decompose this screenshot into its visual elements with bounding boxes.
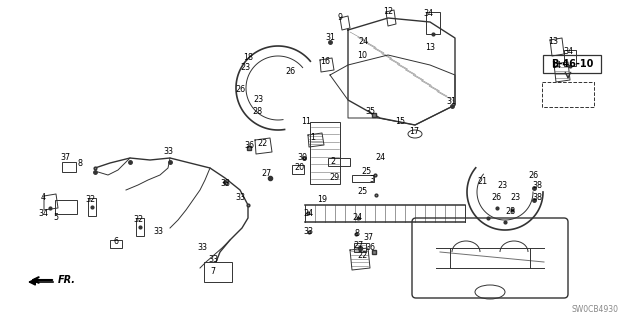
Text: 34: 34 [38,209,48,218]
Text: 5: 5 [53,213,59,222]
Text: 20: 20 [294,164,304,173]
Text: FR.: FR. [58,275,76,285]
Bar [354,243,366,252]
Text: 34: 34 [423,10,433,19]
Text: 18: 18 [243,53,253,62]
Text: 33: 33 [235,194,245,203]
Text: 8: 8 [77,159,83,167]
Text: 37: 37 [363,234,373,242]
Text: 9: 9 [337,13,342,23]
Bar [564,50,576,66]
Text: 22: 22 [257,138,267,147]
Text: 33: 33 [208,256,218,264]
Text: 26: 26 [285,68,295,77]
Text: 23: 23 [253,95,263,105]
Text: 38: 38 [532,182,542,190]
Text: 31: 31 [325,33,335,42]
Text: 8: 8 [355,229,360,239]
Text: 33: 33 [220,179,230,188]
Text: 29: 29 [330,174,340,182]
Bar [88,198,96,216]
Bar [426,12,440,34]
Bar [204,262,232,282]
Text: 13: 13 [425,43,435,53]
Text: 35: 35 [365,108,375,116]
Text: 17: 17 [409,128,419,137]
Text: 25: 25 [357,188,367,197]
Text: 26: 26 [491,194,501,203]
Bar [62,162,76,172]
Text: 24: 24 [303,209,313,218]
Bar [55,200,77,214]
Bar [310,122,340,184]
Text: 37: 37 [60,153,70,162]
Text: 23: 23 [510,194,520,203]
Text: 28: 28 [505,207,515,217]
Text: 36: 36 [365,243,375,253]
Bar [542,82,594,107]
Text: B-46-10: B-46-10 [551,59,593,69]
Text: 33: 33 [197,243,207,253]
Text: 24: 24 [375,152,385,161]
Text: 2: 2 [330,158,335,167]
Bar [543,55,601,73]
Text: 23: 23 [240,63,250,72]
Text: 3: 3 [369,175,374,184]
Text: 28: 28 [252,108,262,116]
Text: 19: 19 [317,196,327,204]
Text: 27: 27 [262,168,272,177]
Bar [328,158,350,166]
Text: 4: 4 [40,194,45,203]
Text: 32: 32 [133,216,143,225]
Text: 1: 1 [310,133,316,143]
Text: 22: 22 [357,250,367,259]
Text: 33: 33 [153,227,163,236]
Bar [136,218,144,236]
Bar [292,165,304,174]
Text: 25: 25 [361,167,371,176]
Text: 38: 38 [532,194,542,203]
Text: 30: 30 [297,152,307,161]
Text: 24: 24 [352,213,362,222]
Text: 21: 21 [477,177,487,187]
Text: 13: 13 [548,38,558,47]
Text: 6: 6 [113,238,118,247]
Text: 24: 24 [358,38,368,47]
Text: 32: 32 [85,196,95,204]
Text: 11: 11 [301,117,311,127]
Text: 26: 26 [235,85,245,94]
Text: 7: 7 [211,268,216,277]
Text: 33: 33 [303,227,313,236]
Text: 33: 33 [163,147,173,157]
Text: 10: 10 [357,50,367,60]
Text: 27: 27 [353,241,363,250]
Text: 23: 23 [497,181,507,189]
Bar [352,175,374,182]
Text: 36: 36 [244,140,254,150]
Text: 31: 31 [446,98,456,107]
Text: SW0CB4930: SW0CB4930 [572,306,618,315]
Text: 15: 15 [395,117,405,127]
Text: 14: 14 [551,62,561,70]
Text: 12: 12 [383,8,393,17]
Text: 26: 26 [528,170,538,180]
Text: 34: 34 [563,48,573,56]
Bar [110,240,122,248]
Text: 16: 16 [320,57,330,66]
